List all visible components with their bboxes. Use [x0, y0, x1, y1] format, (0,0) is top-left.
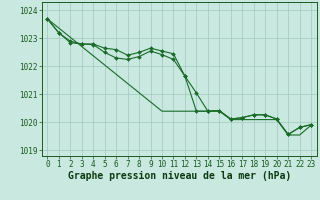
X-axis label: Graphe pression niveau de la mer (hPa): Graphe pression niveau de la mer (hPa)	[68, 171, 291, 181]
